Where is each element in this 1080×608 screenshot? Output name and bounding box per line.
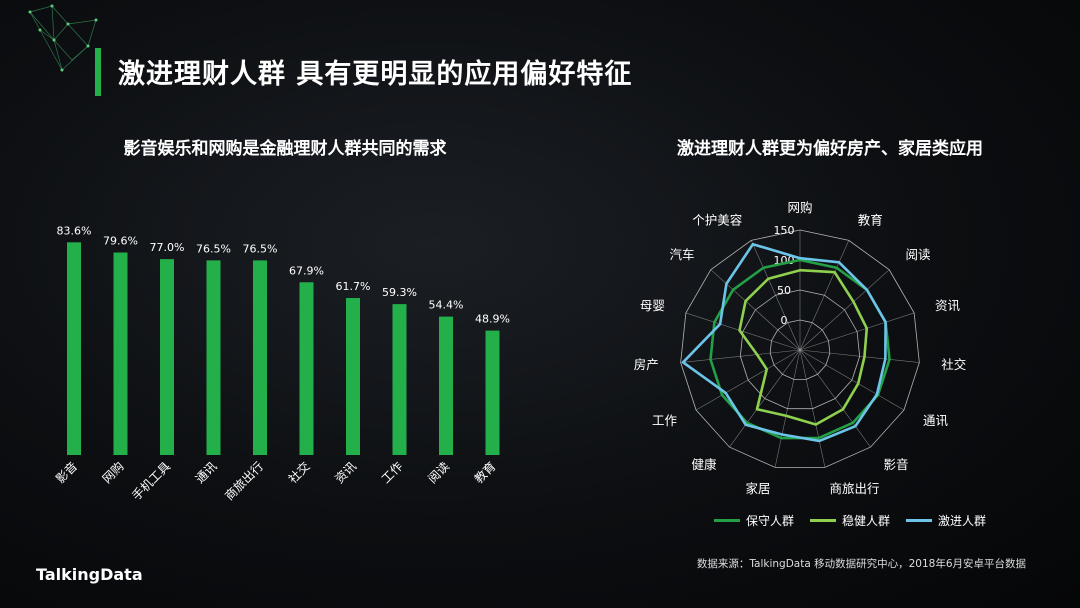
radar-spoke [799,349,920,363]
bar-9 [485,330,500,455]
data-source-note: 数据来源：TalkingData 移动数据研究中心，2018年6月安卓平台数据 [696,558,1026,570]
title-accent-bar [95,48,101,96]
radar-spoke [799,269,890,351]
bar-category-label: 社交 [285,459,313,487]
radar-chart: 050100150网购教育阅读资讯社交通讯影音商旅出行家居健康工作房产母婴汽车个… [634,200,966,496]
bar-category-label: 手机工具 [129,459,173,503]
brand-logo: TalkingData [36,565,143,584]
bar-value-label: 79.6% [103,234,138,247]
page-title: 激进理财人群 具有更明显的应用偏好特征 [118,59,633,90]
radar-spoke [710,269,801,351]
radar-axis-label: 商旅出行 [830,481,880,496]
bar-value-label: 54.4% [429,299,464,312]
radar-spoke [799,349,871,448]
radar-axis-label: 通讯 [923,413,949,428]
bar-value-label: 83.6% [57,224,92,237]
radar-axis-label: 家居 [745,481,770,496]
radar-axis-label: 影音 [883,457,908,472]
bar-value-label: 59.3% [382,286,417,299]
radar-spoke [729,349,801,448]
bar-5 [299,282,314,455]
radar-axis-label: 资讯 [935,298,961,313]
radar-tick-label: 0 [781,314,788,327]
bar-category-label: 影音 [53,459,81,487]
radar-series-1 [738,268,869,426]
radar-spoke [685,312,801,351]
bar-0 [67,242,81,455]
legend-swatch-aggressive [906,518,932,522]
bar-category-label: 教育 [471,459,499,487]
radar-axis-label: 房产 [634,357,659,372]
radar-axis-label: 母婴 [640,298,665,313]
bar-category-label: 通讯 [193,459,220,486]
radar-axis-label: 阅读 [906,247,931,262]
radar-axis-label: 社交 [941,357,966,372]
radar-tick-label: 150 [774,224,795,237]
legend-item-conservative: 保守人群 [713,512,794,529]
radar-chart-title: 激进理财人群更为偏好房产、家居类应用 [677,139,983,159]
bar-value-label: 48.9% [475,313,510,326]
radar-grid-ring [739,289,861,410]
bar-value-label: 61.7% [336,280,371,293]
bar-chart-title: 影音娱乐和网购是金融理财人群共同的需求 [123,139,447,159]
legend-item-aggressive: 激进人群 [906,512,986,529]
bar-4 [253,260,267,455]
legend-label: 稳健人群 [841,513,890,528]
bar-3 [206,260,221,455]
radar-axis-label: 汽车 [669,247,694,262]
radar-series-2 [681,242,887,443]
radar-grid-ring [680,229,920,468]
radar-spoke [799,312,915,351]
bar-chart: 83.6% 影音 79.6% 网购 77.0% 手机工具 76.5% 通讯 76.5% 商旅出行 6… [53,224,510,504]
bar-value-label: 76.5% [196,242,231,255]
radar-spoke [774,349,801,468]
bar-value-label: 76.5% [243,242,278,255]
radar-grid-ring [769,319,831,380]
bar-category-label: 网购 [99,459,127,487]
legend-swatch-conservative [713,518,740,522]
legend-swatch-steady [809,518,836,522]
radar-spoke [750,240,801,351]
bar-value-label: 77.0% [150,241,185,254]
bar-1 [113,252,128,455]
radar-axis-label: 网购 [787,200,812,215]
radar-spoke [799,349,905,411]
bar-category-label: 商旅出行 [222,459,267,504]
bar-category-label: 资讯 [332,459,359,486]
bar-value-label: 67.9% [289,264,324,277]
radar-spoke [680,349,801,363]
radar-spoke [695,349,801,411]
radar-spoke [799,349,826,468]
bar-7 [392,304,407,455]
radar-axis-label: 教育 [858,212,883,227]
radar-axis-label: 健康 [692,457,718,472]
legend-label: 激进人群 [938,513,987,528]
bar-8 [439,316,453,455]
radar-axis-label: 个护美容 [692,212,742,227]
radar-spoke [799,240,850,351]
bar-6 [346,298,360,455]
legend-label: 保守人群 [745,513,794,528]
bar-category-label: 阅读 [425,459,452,486]
bar-2 [160,259,174,455]
bar-category-label: 工作 [379,459,406,486]
network-graphic-icon [28,4,98,72]
legend-item-steady: 稳健人群 [809,512,890,529]
radar-tick-label: 50 [777,284,791,297]
radar-legend: 保守人群 稳健人群 激进人群 [700,510,1000,530]
radar-axis-label: 工作 [652,413,678,428]
